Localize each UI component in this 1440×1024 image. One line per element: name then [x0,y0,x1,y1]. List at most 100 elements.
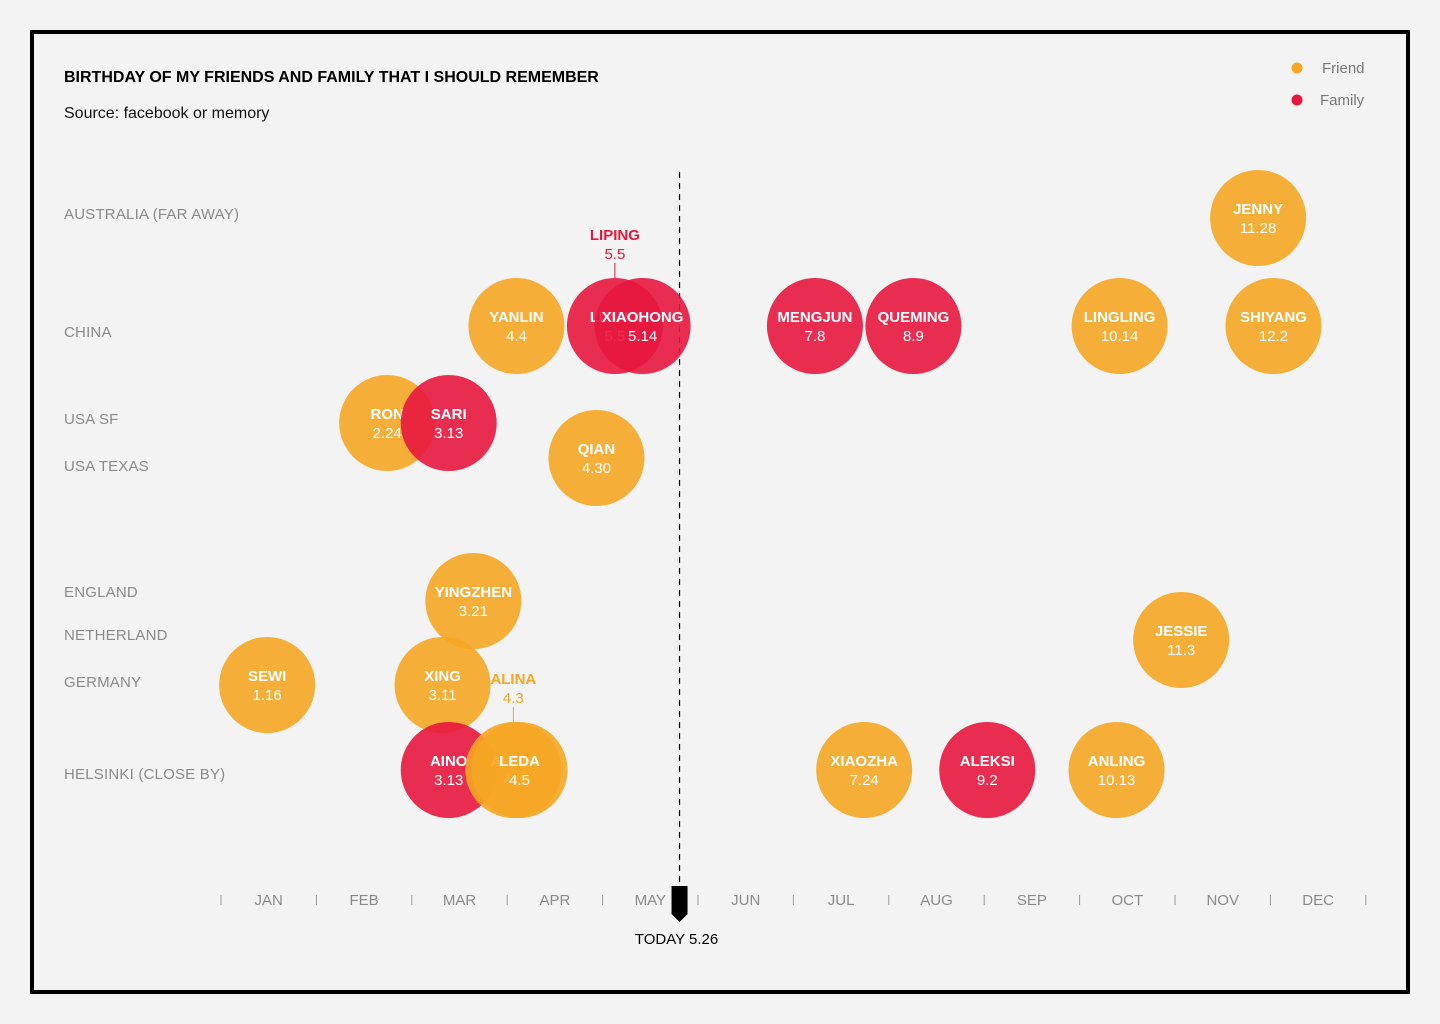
bubble: SARI 3.13 [400,375,497,471]
row-label: ENGLAND [64,584,138,601]
bubble: JESSIE 11.3 [1133,592,1230,688]
bubble-name-label: SHIYANG [1240,309,1307,326]
bubbles: JENNY11.28YANLIN4.4LIPING5.5LIPING5.5XIA… [219,170,1322,818]
bubble: QIAN 4.30 [548,410,645,506]
month-label: APR [539,892,570,909]
bubble: ANLING 10.13 [1068,722,1165,818]
bubble-name-label: JESSIE [1155,623,1208,640]
row-label: NETHERLAND [64,627,168,644]
today-pin [671,886,688,922]
bubble-name-label: XIAOHONG [602,309,684,326]
bubble-name-label: XIAOZHA [830,753,898,770]
bubble-date-label: 8.9 [903,328,924,345]
bubble-circle [766,278,863,374]
bubble-date-label: 12.2 [1259,328,1288,345]
bubble-name-label: SARI [431,406,467,423]
legend-family-label: Family [1320,92,1365,109]
bubble-name-label: MENGJUN [777,309,852,326]
bubble-date-label: 3.21 [459,603,488,620]
row-label: CHINA [64,324,112,341]
legend: Friend Family [1291,60,1365,109]
bubble: XING 3.11 [394,637,491,733]
bubble-circle [1133,592,1230,688]
chart-title: BIRTHDAY OF MY FRIENDS AND FAMILY THAT I… [64,69,599,86]
row-label: AUSTRALIA (FAR AWAY) [64,206,239,223]
bubble-date-label: 3.13 [434,425,463,442]
row-label: GERMANY [64,674,141,691]
month-label: OCT [1111,892,1143,909]
row-label: HELSINKI (CLOSE BY) [64,766,225,783]
bubble-circle [594,278,691,374]
bubble-circle [865,278,962,374]
bubble-circle [1068,722,1165,818]
bubble-name-label: QUEMING [878,309,950,326]
bubble-name-label: RON [371,406,404,423]
month-label: FEB [350,892,379,909]
birthday-chart: BIRTHDAY OF MY FRIENDS AND FAMILY THAT I… [64,60,1367,948]
bubble: LEDA 4.5 [471,722,568,818]
bubble-circle [219,637,316,733]
callout-name-label: LIPING [590,227,640,244]
row-label: USA TEXAS [64,458,149,475]
legend-friend-label: Friend [1322,60,1365,77]
bubble-circle [939,722,1036,818]
callout-name-label: ALINA [490,671,536,688]
bubble-circle [548,410,645,506]
bubble-circle [394,637,491,733]
month-label: AUG [920,892,953,909]
bubble-circle [816,722,913,818]
bubble-date-label: 3.13 [434,772,463,789]
row-label: USA SF [64,411,119,428]
bubble-name-label: LEDA [499,753,540,770]
row-labels: AUSTRALIA (FAR AWAY) CHINA USA SF USA TEXAS… [64,206,239,783]
today-label: TODAY 5.26 [635,931,718,948]
bubble-date-label: 4.5 [509,772,530,789]
month-label: JUN [731,892,760,909]
month-label: JUL [828,892,855,909]
bubble: JENNY 11.28 [1210,170,1307,266]
month-axis: JAN FEB MAR APR MAY JUN JUL AUG SEP OCT NOV DEC [220,892,1367,909]
month-label: JAN [255,892,283,909]
bubble: XIAOZHA 7.24 [816,722,913,818]
bubble: SEWI 1.16 [219,637,316,733]
bubble-name-label: AINO [430,753,468,770]
bubble: LINGLING 10.14 [1071,278,1168,374]
bubble-date-label: 7.8 [805,328,826,345]
bubble: ALEKSI 9.2 [939,722,1036,818]
chart-frame: BIRTHDAY OF MY FRIENDS AND FAMILY THAT I… [30,30,1410,994]
bubble-date-label: 10.13 [1098,772,1136,789]
bubble: MENGJUN 7.8 [766,278,863,374]
chart-subtitle: Source: facebook or memory [64,105,269,122]
bubble-name-label: ANLING [1088,753,1146,770]
bubble-name-label: SEWI [248,668,286,685]
bubble-circle [1210,170,1307,266]
bubble-date-label: 3.11 [429,687,457,704]
bubble-name-label: YINGZHEN [435,584,513,601]
bubble-date-label: 11.3 [1167,642,1195,659]
callout-date-label: 4.3 [503,690,524,707]
bubble-date-label: 1.16 [253,687,282,704]
bubble: QUEMING 8.9 [865,278,962,374]
bubble-date-label: 11.28 [1240,220,1276,237]
callout-date-label: 5.5 [604,246,625,263]
bubble-circle [1071,278,1168,374]
bubble-date-label: 7.24 [850,772,879,789]
bubble-circle [471,722,568,818]
bubble: YINGZHEN 3.21 [425,553,522,649]
bubble-name-label: LINGLING [1084,309,1156,326]
bubble-date-label: 5.14 [628,328,657,345]
bubble-date-label: 2.24 [373,425,402,442]
bubble: XIAOHONG 5.14 [594,278,691,374]
bubble-circle [1225,278,1322,374]
month-label: MAY [635,892,666,909]
bubble-circle [425,553,522,649]
today-marker: TODAY 5.26 [635,172,718,948]
bubble-date-label: 4.4 [506,328,527,345]
bubble-name-label: ALEKSI [960,753,1015,770]
month-label: MAR [443,892,477,909]
month-label: DEC [1302,892,1334,909]
month-label: SEP [1017,892,1047,909]
bubble-circle [400,375,497,471]
bubble-circle [468,278,565,374]
bubble-name-label: QIAN [578,441,616,458]
